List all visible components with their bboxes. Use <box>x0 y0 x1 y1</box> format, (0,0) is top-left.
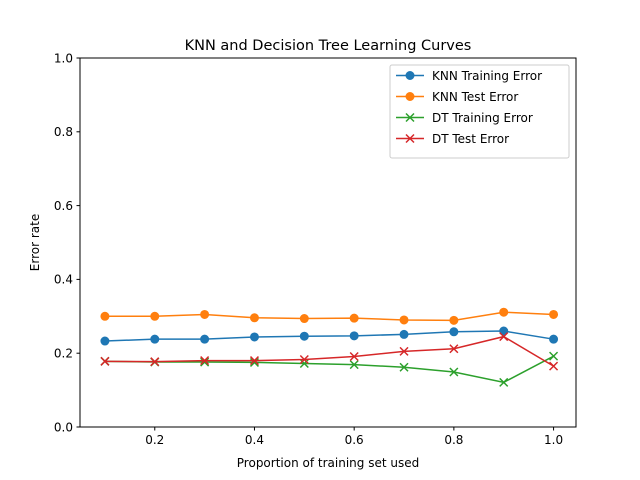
data-point <box>299 314 309 324</box>
data-point <box>449 315 459 325</box>
y-tick-label: 0.6 <box>54 199 73 213</box>
series-line <box>104 335 554 367</box>
x-axis-label: Proportion of training set used <box>237 456 419 470</box>
series-line <box>104 355 554 384</box>
legend-swatch-marker <box>405 92 415 101</box>
data-point <box>399 362 409 372</box>
x-tick-label: 1.0 <box>544 433 563 447</box>
series-knn-training-error <box>100 326 559 346</box>
x-tick-label: 0.4 <box>245 433 264 447</box>
y-axis-label: Error rate <box>28 214 42 271</box>
series-dt-test-error <box>100 332 559 371</box>
data-point <box>200 356 210 366</box>
legend-swatch-marker <box>405 71 415 80</box>
data-point <box>499 377 509 387</box>
data-point <box>399 315 409 325</box>
legend-label: DT Training Error <box>432 111 533 125</box>
x-tick-label: 0.8 <box>444 433 463 447</box>
axes-frame <box>79 57 577 428</box>
data-point <box>150 357 160 367</box>
series-line <box>104 330 554 342</box>
axes <box>79 57 577 428</box>
y-tick-label: 0.0 <box>54 420 73 434</box>
data-point <box>499 332 509 342</box>
x-tick-label: 0.6 <box>345 433 364 447</box>
data-point <box>150 311 160 321</box>
y-tick-label: 0.2 <box>54 347 73 361</box>
legend: KNN Training Error KNN Test Error DT Train… <box>389 64 570 159</box>
legend-item: DT Training Error <box>396 111 533 125</box>
data-point <box>150 334 160 344</box>
data-point <box>200 309 210 319</box>
legend-box <box>389 64 570 159</box>
y-tick-label: 0.8 <box>54 125 73 139</box>
legend-item: DT Test Error <box>396 132 509 146</box>
data-point <box>349 351 359 362</box>
data-point <box>200 357 210 367</box>
data-point <box>349 360 359 370</box>
legend-item: KNN Test Error <box>396 90 518 104</box>
data-point <box>299 331 309 341</box>
data-point <box>449 344 459 354</box>
data-point <box>249 357 260 367</box>
data-point <box>249 356 260 366</box>
legend-swatch-marker <box>405 112 415 123</box>
data-point <box>399 346 409 356</box>
y-tick-label: 1.0 <box>54 51 73 65</box>
data-point <box>499 326 509 336</box>
legend-swatch-marker <box>405 133 415 144</box>
data-point <box>349 313 359 323</box>
chart-title: KNN and Decision Tree Learning Curves <box>185 38 472 54</box>
legend-label: DT Test Error <box>432 132 509 146</box>
data-point <box>399 329 409 339</box>
data-point <box>100 356 110 366</box>
y-tick-label: 0.4 <box>54 273 73 287</box>
data-point <box>249 332 259 342</box>
legend-label: KNN Training Error <box>432 69 542 83</box>
data-point <box>299 359 309 369</box>
data-point <box>100 336 110 346</box>
x-tick-label: 0.2 <box>145 433 164 447</box>
data-point <box>100 311 110 321</box>
data-point <box>449 327 459 337</box>
data-point <box>549 334 559 344</box>
data-point <box>249 313 259 323</box>
data-point <box>549 309 559 319</box>
legend-item: KNN Training Error <box>396 69 542 83</box>
data-point <box>449 367 459 377</box>
data-point <box>499 307 509 317</box>
data-point <box>349 331 359 341</box>
plot-area <box>100 307 559 387</box>
data-point <box>200 334 210 344</box>
legend-label: KNN Test Error <box>432 90 518 104</box>
data-point <box>549 351 559 361</box>
series-knn-test-error <box>100 307 559 325</box>
ticks: 0.2 0.4 0.6 0.8 1.0 0.0 0.2 0.4 0.6 0.8 1.0 <box>54 51 563 447</box>
series-line <box>104 311 554 322</box>
data-point <box>299 354 309 365</box>
data-point <box>549 361 559 371</box>
